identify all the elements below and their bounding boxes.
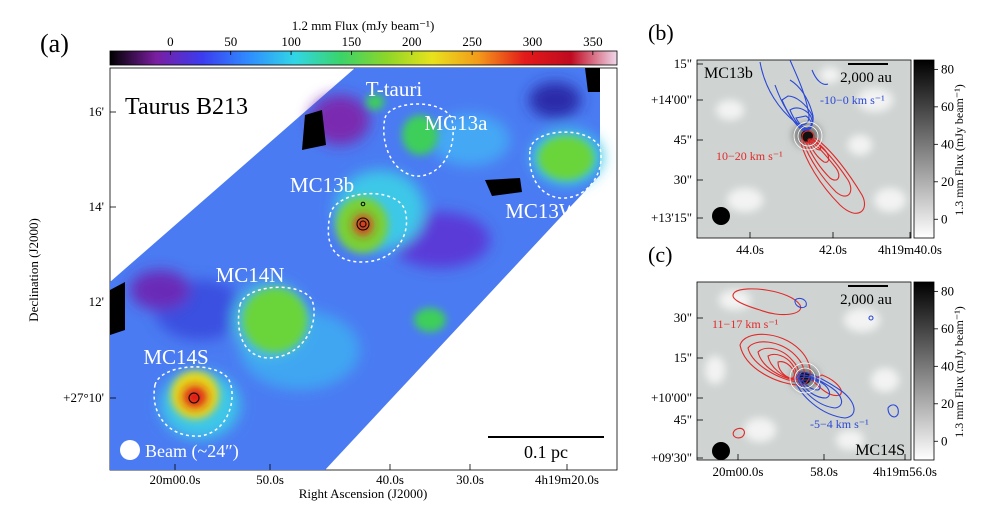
axis-a-ytick-label: 14' [89, 199, 104, 214]
colorbar-c [913, 281, 935, 461]
colorbar-tick-label: 20 [941, 174, 954, 189]
axis-xtick-label: 4h19m56.0s [873, 464, 937, 479]
ylabel-a: Declination (J2000) [26, 218, 41, 322]
colorbar-a-tick-label: 250 [462, 34, 482, 49]
colorbar-c-ticks: 0 20 40 60 80 [934, 283, 954, 448]
panel-c-label: (c) [648, 242, 672, 267]
contour-label-b-blue: -10−0 km s⁻¹ [820, 93, 885, 107]
heatmap-b: MC13b 2,000 au -10−0 km s⁻¹ 10−20 km s⁻¹… [651, 56, 966, 257]
axis-ytick-label: 30" [674, 172, 692, 187]
axis-c: 20m00.0s 58.0s 4h19m56.0s 30" 15" +10'00" 45" +… [651, 310, 937, 479]
axis-a-ytick-label: +27°10' [63, 390, 104, 405]
axis-a-xtick-label: 50.0s [256, 472, 284, 487]
axis-ytick-label: +10'00" [651, 390, 692, 405]
source-label-mc14s: MC14S [143, 345, 208, 369]
panel-b-title: MC13b [704, 65, 753, 82]
axis-a-xtick-label: 4h19m20.0s [535, 472, 599, 487]
panel-a-label: (a) [40, 29, 69, 58]
contours-red-b [799, 130, 866, 214]
axis-a-xtick-label: 30.0s [456, 472, 484, 487]
axis-ytick-label: 45" [674, 412, 692, 427]
source-label-mc14n: MC14N [216, 263, 285, 287]
scalebar-c-label: 2,000 au [840, 292, 892, 308]
axis-a-xtick-label: 20m00.0s [150, 472, 201, 487]
colorbar-a-tick-label: 150 [342, 34, 362, 49]
axis-ytick-label: 15" [674, 56, 692, 71]
beam-label-a: Beam (~24″) [145, 441, 239, 462]
colorbar-tick-label: 80 [941, 61, 954, 76]
axis-ytick-label: +09'30" [651, 450, 692, 465]
contour-label-c-red: 11−17 km s⁻¹ [712, 317, 779, 331]
source-label-t-tauri: T-tauri [366, 77, 423, 101]
scalebar-a-label: 0.1 pc [524, 442, 568, 462]
axis-ytick-label: +13'15" [651, 210, 692, 225]
axis-xtick-label: 44.0s [736, 242, 764, 257]
colorbar-a-tick-label: 0 [167, 34, 174, 49]
colorbar-c-label: 1.3 mm Flux (mJy beam⁻¹) [952, 306, 966, 438]
contour-label-c-blue: -5−4 km s⁻¹ [810, 417, 869, 431]
colorbar-b-ticks: 0 20 40 60 80 [934, 61, 954, 226]
colorbar-tick-label: 0 [941, 211, 948, 226]
colorbar-a-tick-label: 200 [402, 34, 422, 49]
axis-xtick-label: 42.0s [819, 242, 847, 257]
colorbar-tick-label: 20 [941, 396, 954, 411]
panel-a-title: Taurus B213 [125, 94, 248, 120]
colorbar-b [913, 59, 935, 239]
panel-b-label: (b) [648, 20, 674, 45]
axis-b: 44.0s 42.0s 4h19m40.0s 15" +14'00" 45" 30" +13'… [651, 56, 942, 257]
axis-ytick-label: 15" [674, 350, 692, 365]
axis-a-ytick-label: 12' [89, 294, 104, 309]
heatmap-a-footprint [110, 68, 600, 470]
contour-label-b-red: 10−20 km s⁻¹ [716, 149, 783, 163]
colorbar-tick-label: 80 [941, 283, 954, 298]
source-label-mc13w: MC13W [505, 199, 579, 223]
colorbar-b-label: 1.3 mm Flux (mJy beam⁻¹) [952, 84, 966, 216]
axis-xtick-label: 58.0s [810, 464, 838, 479]
colorbar-a-tick-label: 350 [583, 34, 603, 49]
colorbar-a-tick-label: 50 [224, 34, 237, 49]
colorbar-a-tick-label: 300 [523, 34, 543, 49]
axis-ytick-label: 30" [674, 310, 692, 325]
heatmap-a: Taurus B213 T-tauri MC13a MC13b MC13W MC… [26, 67, 618, 501]
axis-a-ytick-label: 16' [89, 104, 104, 119]
xlabel-a: Right Ascension (J2000) [299, 486, 428, 501]
beam-marker-c [712, 442, 730, 460]
colorbar-a-ticks: 0 50 100 150 200 250 300 350 [167, 34, 603, 55]
axis-ytick-label: +14'00" [651, 92, 692, 107]
colorbar-tick-label: 40 [941, 136, 954, 151]
colorbar-a: 1.2 mm Flux (mJy beam⁻¹) 0 50 100 150 200 250… [109, 18, 618, 66]
colorbar-tick-label: 40 [941, 358, 954, 373]
beam-marker-b [712, 207, 730, 225]
heatmap-c: 2,000 au 11−17 km s⁻¹ -5−4 km s⁻¹ MC14S … [651, 281, 966, 479]
axis-a-xtick-label: 40.0s [376, 472, 404, 487]
beam-marker-a [120, 440, 140, 460]
colorbar-tick-label: 0 [941, 433, 948, 448]
axis-xtick-label: 4h19m40.0s [878, 242, 942, 257]
axis-a: 20m00.0s 50.0s 40.0s 30.0s 4h19m20.0s 16' 14' 1… [63, 104, 599, 487]
colorbar-tick-label: 60 [941, 99, 954, 114]
panel-c-title: MC14S [855, 442, 905, 459]
colorbar-a-tick-label: 100 [281, 34, 301, 49]
source-label-mc13b: MC13b [290, 173, 354, 197]
axis-ytick-label: 45" [674, 132, 692, 147]
source-contours [153, 103, 602, 437]
axis-xtick-label: 20m00.0s [713, 464, 764, 479]
colorbar-a-bar [109, 50, 618, 66]
source-label-mc13a: MC13a [425, 111, 489, 135]
scalebar-b-label: 2,000 au [840, 70, 892, 86]
colorbar-a-title: 1.2 mm Flux (mJy beam⁻¹) [292, 18, 435, 33]
colorbar-tick-label: 60 [941, 321, 954, 336]
